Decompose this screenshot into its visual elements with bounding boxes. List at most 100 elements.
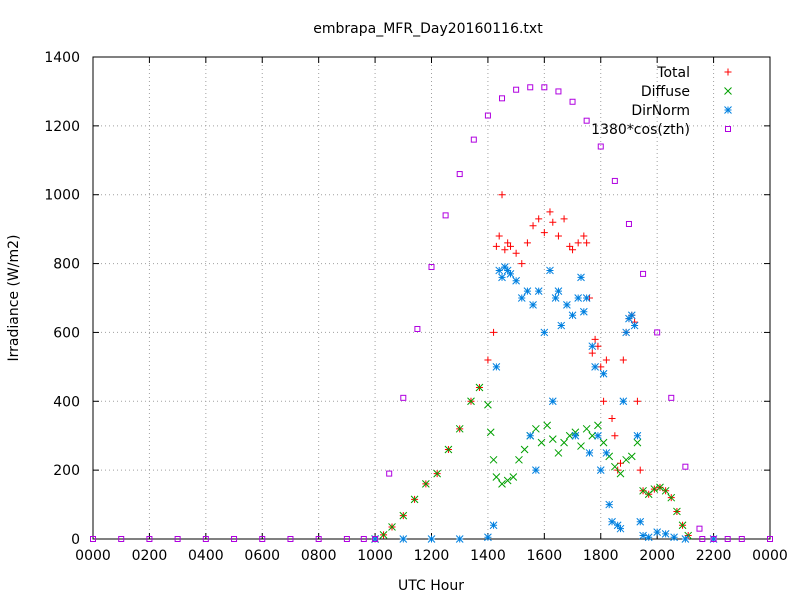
series-3 [90,84,773,542]
data-point [681,535,690,543]
series-2 [371,263,718,543]
data-point [548,435,557,444]
data-point [696,525,703,532]
chart-title: embrapa_MFR_Day20160116.txt [313,21,543,37]
data-point [534,287,543,295]
data-point [588,342,597,351]
data-point [492,363,501,371]
data-point [422,480,430,488]
data-point [678,521,687,530]
x-tick-label: 0800 [301,548,337,564]
data-point [532,424,540,433]
data-point [433,469,441,478]
data-point [498,480,506,488]
data-point [371,535,379,543]
data-point [554,449,563,457]
data-point [555,88,562,95]
data-point [667,493,676,502]
data-point [622,455,630,464]
legend-marker [724,68,732,76]
data-point [611,432,619,440]
data-point [616,524,625,533]
data-point [526,431,535,440]
data-point [499,95,506,102]
data-point [537,438,546,447]
data-point [512,249,520,257]
data-point [596,466,605,474]
data-point [661,529,670,538]
data-point [608,517,616,526]
data-point [650,485,659,493]
data-point [551,294,560,302]
data-point [492,242,500,250]
data-point [399,511,408,520]
data-point [554,287,563,295]
legend: Total Diffuse DirNorm 1380*cos(zth) [591,65,732,138]
data-point [527,84,534,91]
data-point [599,369,608,378]
legend-label: Total [656,65,690,81]
data-point [546,208,554,216]
y-tick-label: 200 [53,463,80,479]
data-point [630,321,639,330]
data-point [410,495,419,504]
data-point [490,328,498,336]
legend-label: DirNorm [631,103,690,119]
y-tick-label: 1200 [44,119,80,135]
data-point [636,466,644,474]
data-point [580,232,588,240]
data-point [506,242,514,250]
data-point [484,356,492,364]
data-point [640,270,647,277]
data-point [668,394,675,401]
data-point [588,349,596,357]
data-point [495,232,503,240]
data-point [619,397,628,406]
data-point [644,533,653,542]
y-tick-label: 600 [53,325,80,341]
data-point [724,536,731,542]
data-point [588,431,597,440]
data-point [569,246,577,254]
data-point [518,260,526,268]
data-point [287,536,294,542]
legend-marker [725,126,731,132]
data-point [597,143,604,150]
data-point [709,535,718,543]
data-point [388,523,396,531]
data-point [583,239,591,247]
data-point [492,473,501,481]
data-point [489,521,498,530]
legend-label: Diffuse [641,84,690,100]
data-point [470,136,477,143]
data-point [710,536,717,542]
data-point [585,449,594,457]
x-tick-label: 1600 [527,548,563,564]
data-point [605,500,614,509]
data-point [602,449,611,457]
data-point [656,483,664,492]
data-point [444,445,453,454]
data-point [682,463,689,470]
data-point [633,438,642,447]
data-point [540,229,548,237]
data-point [540,328,549,337]
data-point [569,98,576,105]
data-point [231,536,238,542]
data-point [400,394,407,401]
x-tick-label: 2200 [696,548,732,564]
data-point [619,356,627,364]
data-point [594,431,602,440]
data-point [699,536,706,542]
data-point [501,246,509,254]
data-point [577,442,585,450]
y-tick-label: 1000 [44,188,80,204]
data-point [503,476,512,485]
x-tick-label: 0200 [132,548,168,564]
y-axis-title: Irradiance (W/m2) [6,235,22,362]
data-point [633,397,641,405]
data-point [670,533,678,542]
data-point [455,424,464,433]
data-point [560,215,568,223]
y-tick-label: 1400 [44,50,80,66]
